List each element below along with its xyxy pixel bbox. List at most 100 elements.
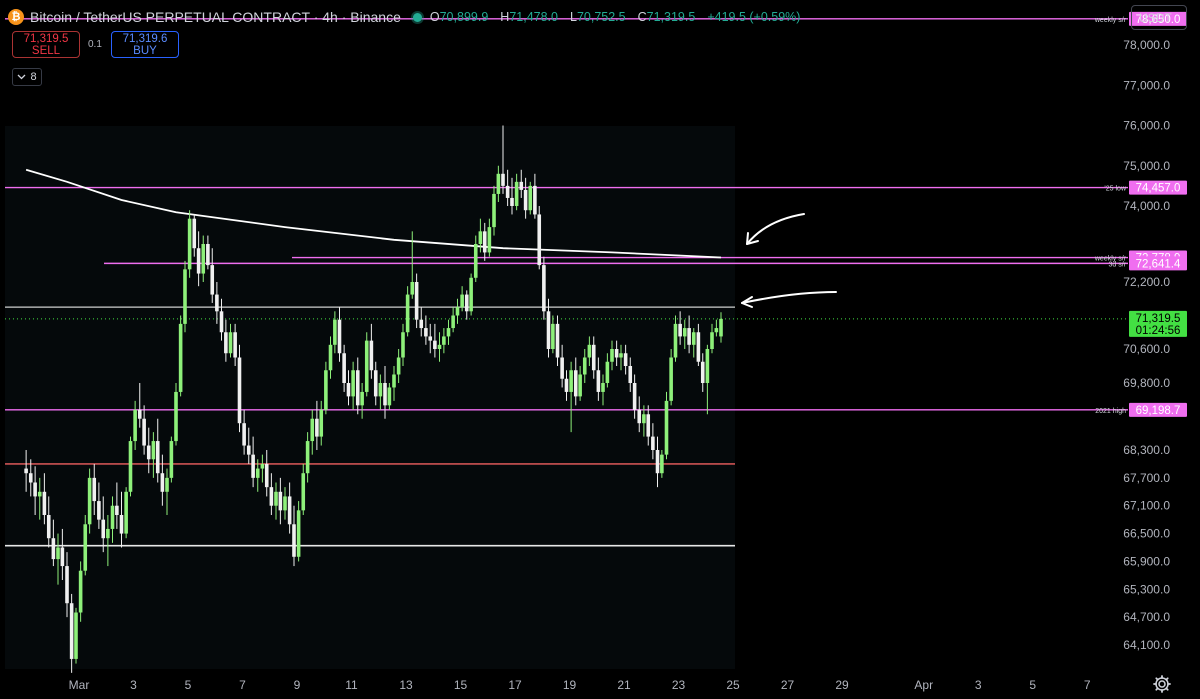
candle-31 — [165, 477, 169, 492]
candle-146 — [687, 328, 691, 345]
x-tick-label-18: 7 — [1084, 678, 1091, 692]
candle-36 — [187, 218, 192, 270]
sell-button[interactable]: 71,319.5 SELL — [12, 31, 80, 58]
gear-icon[interactable] — [1152, 674, 1172, 694]
candle-97 — [464, 294, 469, 312]
y-tick-label-9: 67,700.0 — [1123, 471, 1170, 485]
candle-33 — [174, 391, 178, 442]
candle-145 — [682, 328, 687, 337]
level-label-0: weekly s/r — [1094, 17, 1127, 24]
candle-136 — [642, 414, 646, 424]
candle-29 — [155, 441, 160, 474]
candle-101 — [482, 231, 487, 253]
candle-48 — [242, 423, 246, 446]
candle-140 — [660, 454, 664, 474]
candle-37 — [192, 218, 197, 249]
candle-116 — [551, 323, 555, 349]
candle-123 — [582, 357, 587, 375]
candle-111 — [528, 185, 533, 211]
candle-151 — [710, 332, 714, 349]
candle-19 — [110, 505, 115, 529]
candle-9 — [65, 566, 69, 604]
spread-value: 0.1 — [88, 39, 102, 50]
candle-106 — [505, 185, 510, 198]
candle-149 — [700, 361, 705, 383]
indicators-count: 8 — [30, 71, 37, 83]
candle-91 — [437, 344, 442, 349]
annotation-arrow-upper — [746, 213, 805, 245]
time-axis[interactable]: Mar 3 5 7 9 11 13 15 17 19 21 23 25 27 29 Apr 3 5 7 — [69, 678, 1091, 692]
symbol-header: ₿ Bitcoin / TetherUS PERPETUAL CONTRACT … — [8, 7, 806, 27]
moving-average-layer — [25, 168, 722, 259]
candle-132 — [623, 353, 628, 366]
x-tick-label-4: 9 — [294, 678, 301, 692]
candle-142 — [669, 357, 673, 401]
candle-63 — [310, 418, 315, 442]
candle-148 — [696, 332, 701, 362]
x-tick-label-17: 5 — [1029, 678, 1036, 692]
candle-89 — [428, 336, 433, 341]
candle-108 — [514, 181, 519, 206]
candle-114 — [542, 265, 546, 312]
candle-150 — [705, 349, 710, 383]
candle-15 — [92, 477, 97, 502]
candle-1 — [28, 473, 33, 483]
candle-14 — [87, 477, 92, 525]
candle-40 — [206, 244, 210, 266]
buy-button[interactable]: 71,319.6 BUY — [111, 31, 179, 58]
buy-label: BUY — [133, 44, 157, 57]
candle-44 — [224, 332, 228, 354]
candle-6 — [51, 538, 56, 560]
y-tick-label-0: 78,000.0 — [1123, 38, 1170, 52]
candle-69 — [337, 319, 342, 354]
y-tick-label-15: 64,100.0 — [1123, 638, 1170, 652]
candle-109 — [519, 181, 524, 190]
candle-27 — [146, 445, 151, 460]
candle-119 — [564, 378, 569, 392]
x-tick-label-11: 23 — [672, 678, 686, 692]
candle-64 — [315, 418, 319, 437]
candle-139 — [655, 450, 660, 474]
candle-83 — [401, 332, 405, 358]
candle-8 — [60, 547, 65, 567]
candle-30 — [160, 473, 165, 492]
candle-137 — [646, 414, 651, 437]
annotation-arrowhead-upper — [746, 232, 759, 245]
candle-144 — [678, 323, 682, 337]
x-tick-label-13: 27 — [781, 678, 795, 692]
currency-select[interactable]: USDT — [1131, 5, 1187, 30]
candle-17 — [101, 519, 106, 539]
candle-50 — [251, 454, 255, 478]
candle-85 — [410, 282, 415, 295]
candle-128 — [605, 361, 610, 383]
candle-2 — [33, 482, 37, 497]
last-price-value: 71,319.5 — [1136, 313, 1181, 325]
price-axis[interactable]: 78,000.0 77,000.0 76,000.0 75,000.0 74,000.0… — [1123, 11, 1187, 652]
y-tick-label-1: 77,000.0 — [1123, 78, 1170, 92]
candle-70 — [342, 353, 346, 383]
ohlc-open: O70,899.9 — [429, 10, 489, 24]
ohlc-close: C71,319.5 — [637, 10, 696, 24]
candle-11 — [74, 612, 78, 659]
candle-90 — [433, 340, 437, 349]
candle-81 — [392, 374, 396, 388]
level-badge-text-4: 69,198.7 — [1136, 405, 1181, 417]
candle-120 — [569, 370, 573, 392]
y-tick-label-12: 65,900.0 — [1123, 554, 1170, 568]
candle-129 — [610, 349, 614, 362]
annotation-arrowhead-lower — [741, 296, 753, 308]
candle-113 — [537, 214, 542, 266]
level-badge-text-3: 72,641.4 — [1136, 258, 1181, 270]
candle-96 — [460, 294, 464, 308]
level-label-3: 3d s/r — [1108, 261, 1126, 268]
indicators-toggle-button[interactable]: 8 — [12, 68, 42, 86]
candle-45 — [228, 332, 233, 354]
candle-141 — [664, 400, 669, 455]
ohlc-change: +419.5 (+0.59%) — [707, 10, 801, 24]
symbol-title[interactable]: Bitcoin / TetherUS PERPETUAL CONTRACT · … — [30, 9, 401, 25]
bitcoin-logo-icon: ₿ — [8, 9, 24, 25]
candle-32 — [169, 441, 174, 478]
candle-65 — [319, 409, 324, 437]
